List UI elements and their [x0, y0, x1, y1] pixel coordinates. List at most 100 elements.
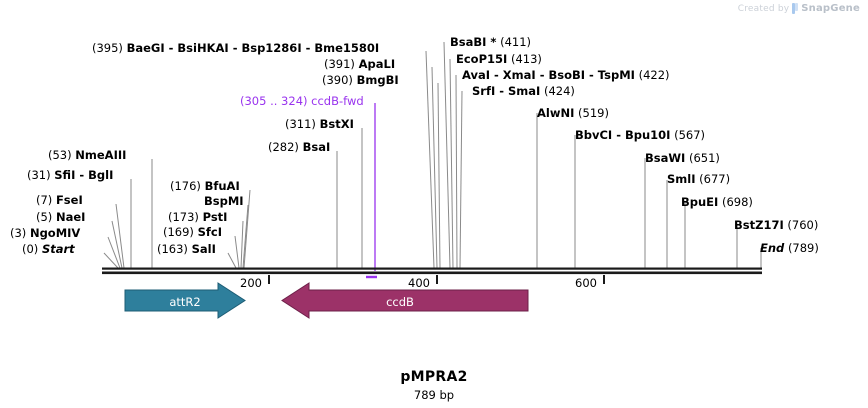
- site-pos-163: (163): [157, 242, 188, 256]
- snapgene-logo-icon: [792, 3, 798, 14]
- site-pos-519: (519): [578, 106, 609, 120]
- site-label-5[interactable]: (5) NaeI: [36, 211, 85, 223]
- site-label-173[interactable]: (173) PstI: [168, 211, 227, 223]
- site-name-31: SfiI - BglI: [54, 168, 114, 182]
- feature-ccdB[interactable]: [281, 282, 529, 319]
- site-label-start[interactable]: (0) Start: [22, 243, 75, 255]
- site-pos-5: (5): [36, 210, 53, 224]
- site-pos-7: (7): [36, 193, 53, 207]
- primer-label-ccdb-fwd[interactable]: (305 .. 324) ccdB-fwd: [240, 95, 364, 107]
- site-name-395: BaeGI - BsiHKAI - Bsp1286I - Bme1580I: [126, 41, 380, 55]
- site-name-start: Start: [41, 242, 75, 256]
- site-name-bspmi: BspMI: [204, 194, 244, 208]
- site-name-391: ApaLI: [358, 57, 396, 71]
- site-pos-760: (760): [787, 218, 819, 232]
- site-name-677: SmlI: [667, 172, 696, 186]
- site-label-698[interactable]: BpuEI (698): [681, 196, 753, 208]
- site-label-169[interactable]: (169) SfcI: [163, 226, 222, 238]
- site-name-163: SalI: [191, 242, 216, 256]
- site-label-567[interactable]: BbvCI - Bpu10I (567): [575, 129, 705, 141]
- primer-range: (305 .. 324): [240, 94, 308, 108]
- site-pos-422: (422): [638, 68, 670, 82]
- site-label-413[interactable]: EcoP15I (413): [456, 53, 542, 65]
- site-pos-391: (391): [324, 57, 355, 71]
- watermark-prefix: Created by: [737, 3, 790, 14]
- site-name-567: BbvCI - Bpu10I: [575, 128, 671, 142]
- site-name-411: BsaBI *: [450, 35, 497, 49]
- site-label-282[interactable]: (282) BsaI: [268, 141, 330, 153]
- feature-attR2[interactable]: [124, 282, 246, 319]
- site-pos-411: (411): [500, 35, 532, 49]
- site-pos-169: (169): [163, 225, 194, 239]
- plasmid-title-block: pMPRA2 789 bp: [0, 369, 868, 402]
- site-pos-53: (53): [48, 148, 72, 162]
- site-label-677[interactable]: SmlI (677): [667, 173, 730, 185]
- site-label-end[interactable]: End (789): [760, 242, 819, 254]
- backbone: [102, 267, 762, 275]
- snapgene-watermark: Created by SnapGene: [738, 3, 860, 14]
- leader-lines-right: [425, 41, 762, 269]
- site-pos-282: (282): [268, 140, 299, 154]
- site-name-7: FseI: [55, 193, 83, 207]
- site-label-3[interactable]: (3) NgoMIV: [10, 227, 80, 239]
- ruler-label-400: 400: [408, 276, 430, 290]
- site-pos-789: (789): [787, 241, 819, 255]
- site-label-176-bspmi[interactable]: BspMI: [204, 195, 244, 207]
- site-name-651: BsaWI: [645, 151, 686, 165]
- site-pos-413: (413): [510, 52, 542, 66]
- primer-ccdb-fwd-marker[interactable]: [366, 103, 377, 279]
- site-pos-651: (651): [689, 151, 720, 165]
- site-pos-0: (0): [22, 242, 39, 256]
- site-label-31[interactable]: (31) SfiI - BglI: [27, 169, 113, 181]
- site-label-176[interactable]: (176) BfuAI: [170, 180, 240, 192]
- site-label-7[interactable]: (7) FseI: [36, 194, 83, 206]
- site-label-390[interactable]: (390) BmgBI: [322, 74, 399, 86]
- site-name-519: AlwNI: [537, 106, 575, 120]
- site-name-698: BpuEI: [681, 195, 719, 209]
- site-label-422[interactable]: AvaI - XmaI - BsoBI - TspMI (422): [462, 69, 670, 81]
- plasmid-name: pMPRA2: [400, 369, 468, 385]
- site-pos-311: (311): [285, 117, 316, 131]
- site-name-422: AvaI - XmaI - BsoBI - TspMI: [462, 68, 635, 82]
- site-name-169: SfcI: [197, 225, 222, 239]
- site-name-3: NgoMIV: [29, 226, 81, 240]
- site-pos-698: (698): [721, 195, 753, 209]
- site-name-760: BstZ17I: [734, 218, 784, 232]
- site-pos-424: (424): [543, 84, 575, 98]
- site-pos-31: (31): [27, 168, 51, 182]
- primer-name: ccdB-fwd: [311, 94, 364, 108]
- site-label-519[interactable]: AlwNI (519): [537, 107, 609, 119]
- site-pos-3: (3): [10, 226, 27, 240]
- site-name-173: PstI: [202, 210, 228, 224]
- ruler-label-200: 200: [240, 276, 262, 290]
- ruler-label-600: 600: [575, 276, 597, 290]
- site-label-311[interactable]: (311) BstXI: [285, 118, 354, 130]
- site-name-53: NmeAIII: [75, 148, 127, 162]
- leader-lines: [103, 128, 363, 269]
- site-name-282: BsaI: [302, 140, 331, 154]
- site-pos-173: (173): [168, 210, 199, 224]
- site-pos-677: (677): [699, 172, 731, 186]
- site-label-391[interactable]: (391) ApaLI: [324, 58, 395, 70]
- site-label-53[interactable]: (53) NmeAIII: [48, 149, 126, 161]
- site-label-411[interactable]: BsaBI * (411): [450, 36, 531, 48]
- feature-label-ccdB: ccdB: [386, 295, 414, 309]
- site-label-424[interactable]: SrfI - SmaI (424): [472, 85, 575, 97]
- site-pos-390: (390): [322, 73, 353, 87]
- site-label-760[interactable]: BstZ17I (760): [734, 219, 818, 231]
- site-label-395[interactable]: (395) BaeGI - BsiHKAI - Bsp1286I - Bme15…: [92, 42, 379, 54]
- watermark-brand: SnapGene: [801, 3, 860, 14]
- site-label-163[interactable]: (163) SalI: [157, 243, 216, 255]
- ruler-ticks: [268, 275, 605, 284]
- site-label-651[interactable]: BsaWI (651): [645, 152, 720, 164]
- site-pos-176: (176): [170, 179, 201, 193]
- plasmid-length: 789 bp: [413, 388, 455, 402]
- site-name-390: BmgBI: [356, 73, 399, 87]
- site-pos-395: (395): [92, 41, 123, 55]
- site-name-end: End: [760, 241, 785, 255]
- site-name-5: NaeI: [55, 210, 86, 224]
- site-name-413: EcoP15I: [456, 52, 508, 66]
- site-name-311: BstXI: [319, 117, 354, 131]
- site-name-424: SrfI - SmaI: [472, 84, 541, 98]
